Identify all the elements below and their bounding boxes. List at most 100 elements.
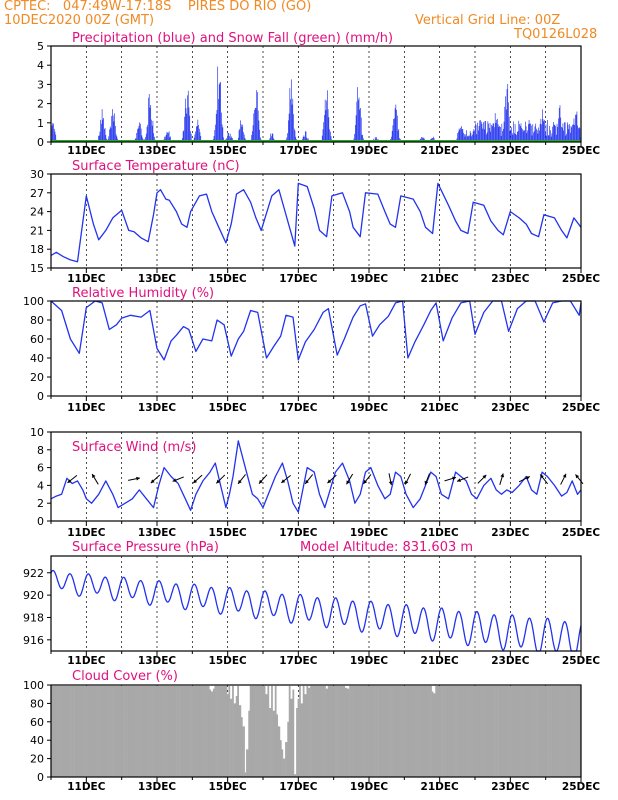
cloud-bar [293, 689, 295, 777]
cloud-bar [494, 685, 496, 777]
cloud-bar [194, 685, 196, 777]
precip-bar [324, 115, 325, 142]
precip-bar [469, 131, 471, 142]
precip-bar [327, 109, 329, 142]
cloud-bar [151, 685, 153, 777]
precip-bar [574, 124, 576, 142]
cloud-bar [319, 685, 321, 777]
cloud-bar [63, 685, 65, 777]
cloud-bar [400, 685, 402, 777]
cloud-bar [307, 685, 309, 777]
precip-bar [499, 125, 500, 142]
precip-bar [520, 123, 522, 142]
cloud-bar [358, 685, 360, 777]
cloud-bar [476, 685, 478, 777]
y-tick-label: 5 [37, 40, 44, 53]
cloud-bar [530, 685, 532, 777]
precip-bar [548, 135, 550, 142]
cloud-bar [144, 685, 146, 777]
cloud-bar [134, 685, 136, 777]
cloud-bar [294, 774, 296, 777]
precip-bar [541, 109, 543, 142]
cloud-bar [122, 685, 124, 777]
cloud-bar [341, 685, 343, 777]
cloud-bar [75, 685, 77, 777]
cloud-bar [374, 685, 376, 777]
precip-bar [562, 123, 564, 142]
cloud-bar [192, 685, 194, 777]
precip-bar [554, 124, 556, 142]
precip-bar [170, 136, 171, 142]
cloud-bar [189, 685, 191, 777]
precip-bar [257, 110, 259, 142]
cloud-bar [263, 685, 265, 777]
x-tick-label: 21DEC [421, 781, 460, 793]
cloud-bar [338, 685, 340, 777]
cloud-bar [380, 685, 382, 777]
precip-bar [458, 131, 459, 142]
panel-title: Surface Pressure (hPa) [72, 540, 219, 555]
cloud-bar [499, 685, 501, 777]
cloud-bar [81, 685, 83, 777]
cloud-bar [64, 685, 67, 777]
x-tick-label: 13DEC [138, 655, 177, 667]
cloud-bar [395, 685, 397, 777]
precip-bar [294, 130, 296, 142]
cloud-bar [573, 685, 575, 777]
precip-bar [571, 127, 573, 142]
precip-bar [152, 120, 154, 142]
cloud-bar [415, 685, 417, 777]
precip-bar [423, 137, 425, 142]
cloud-bar [183, 685, 185, 777]
precip-bar [115, 134, 117, 142]
cloud-bar [397, 685, 399, 777]
precip-bar [259, 129, 260, 142]
precip-bar [522, 131, 524, 142]
precip-bar [242, 124, 244, 142]
cloud-bar [545, 685, 547, 777]
precip-bar [100, 119, 101, 142]
precip-bar [505, 109, 507, 142]
cloud-bar [100, 685, 102, 777]
cloud-bar [287, 721, 289, 777]
plot-frame [50, 45, 582, 143]
cloud-bar [347, 688, 349, 777]
cloud-bar [501, 685, 503, 777]
cloud-bar [70, 685, 72, 777]
cloud-bar [262, 685, 264, 777]
precip-bar [186, 113, 188, 142]
cloud-bar [182, 685, 184, 777]
precip-bar [355, 124, 356, 142]
cloud-bar [540, 685, 542, 777]
wind-arrow-head [405, 480, 409, 485]
precip-bar [557, 126, 559, 142]
cloud-bar [303, 685, 305, 777]
cloud-bar [367, 685, 369, 777]
cloud-bar [259, 685, 261, 777]
cloud-bar [90, 685, 92, 777]
precip-bar [509, 130, 511, 142]
x-tick-label: 19DEC [350, 273, 389, 285]
y-tick-label: 4 [37, 59, 44, 72]
y-tick-label: 0 [37, 515, 44, 528]
cloud-bar [575, 685, 577, 777]
precip-bar [514, 133, 515, 142]
cloud-bar [525, 685, 527, 777]
cloud-bar [434, 693, 436, 777]
precip-bar [516, 131, 518, 142]
precip-bar [168, 132, 169, 142]
precip-bar [561, 126, 562, 142]
cloud-bar [94, 685, 96, 777]
cloud-bar [198, 685, 200, 777]
cloud-bar [418, 685, 420, 777]
cloud-bar [123, 685, 125, 777]
cloud-bar [342, 685, 344, 777]
precip-bar [217, 66, 219, 142]
cloud-bar [416, 685, 418, 777]
cloud-bar [369, 685, 371, 777]
precip-bar [476, 134, 478, 142]
cloud-bar [560, 685, 562, 777]
header-model-code: TQ0126L028 [514, 27, 598, 42]
cloud-bar [97, 685, 99, 777]
cloud-bar [245, 772, 247, 777]
